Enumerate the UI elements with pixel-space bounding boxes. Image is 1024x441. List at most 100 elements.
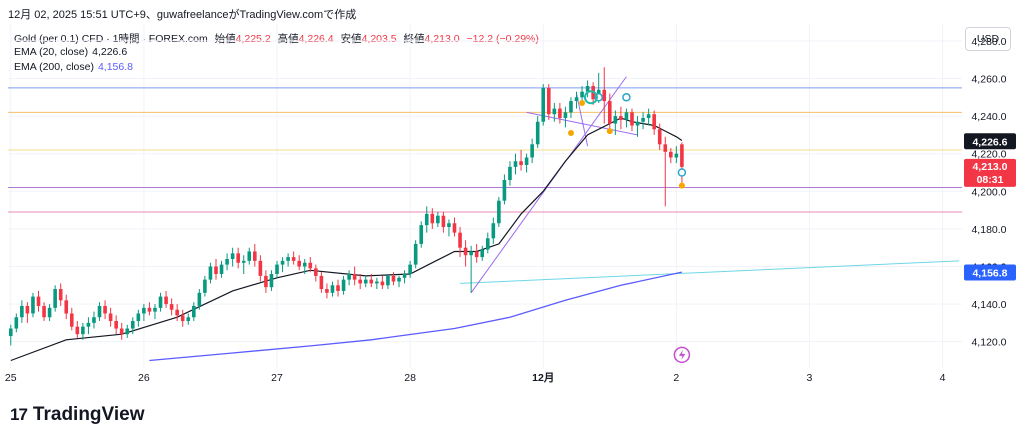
candle-body [247, 251, 252, 261]
candle-body [546, 87, 551, 115]
candle-body [258, 260, 263, 276]
ema200-value: 4,156.8 [97, 61, 133, 73]
candle [480, 245, 485, 261]
tradingview-logo-mark: 17 [10, 405, 28, 424]
candle [136, 309, 141, 327]
candle-body [25, 305, 30, 314]
x-axis-tick-label: 25 [5, 372, 17, 384]
candle-body [424, 213, 429, 226]
candle [53, 285, 57, 312]
candle [585, 80, 590, 98]
candle [119, 322, 124, 340]
candle [69, 307, 74, 331]
candle [458, 227, 462, 258]
tradingview-logo[interactable]: 17 TradingView [10, 404, 145, 426]
candle-body [8, 328, 13, 337]
candle-body [569, 101, 573, 113]
candle-body [635, 121, 640, 126]
candle [441, 211, 446, 233]
candle-body [613, 116, 618, 124]
candle [125, 324, 130, 338]
candle-body [230, 253, 235, 259]
change-value: −12.2 (−0.29%) [466, 33, 539, 45]
candle [424, 206, 429, 233]
y-axis-tick-label: 4,240.0 [971, 111, 1006, 123]
candle [264, 270, 268, 293]
candle [336, 279, 340, 297]
candle [375, 277, 379, 290]
marker-layer [567, 90, 691, 364]
high-label: 高値 [277, 33, 299, 45]
candle [463, 240, 468, 267]
candle [31, 292, 35, 318]
candle [452, 217, 457, 237]
candle-body [452, 223, 457, 233]
tradingview-logo-text: TradingView [32, 404, 145, 425]
candle-body [480, 249, 485, 258]
ema20-legend-row[interactable]: EMA (20, close) 4,226.6 [14, 46, 127, 58]
candle [147, 302, 152, 316]
candle [513, 153, 518, 175]
candle [219, 260, 224, 278]
candle [103, 300, 107, 320]
candle-body [153, 307, 157, 312]
candle [291, 251, 296, 265]
candle [413, 240, 418, 269]
candle-body [563, 112, 568, 118]
candle-body [114, 321, 118, 329]
currency-selector-button[interactable]: USD [965, 27, 1011, 51]
candle-body [652, 114, 656, 130]
candle-body [69, 313, 74, 327]
candle-body [430, 213, 435, 224]
symbol-legend-row[interactable]: Gold (per 0.1) CFD · 1時間 · FOREX.com 始値4… [14, 31, 539, 46]
close-price-badge [964, 158, 1016, 187]
candle-body [253, 251, 257, 261]
candle [114, 315, 118, 335]
candle-body [319, 275, 324, 290]
candle [380, 275, 385, 290]
candle-body [236, 253, 240, 263]
open-value: 4,225.2 [235, 33, 271, 45]
low-label: 安値 [340, 33, 362, 45]
symbol-name: Gold (per 0.1) CFD · 1時間 · FOREX.com [14, 33, 208, 45]
horizontal-level-layer [8, 87, 962, 213]
candle-body [75, 326, 80, 335]
candle-body [558, 108, 562, 118]
candle [369, 274, 374, 288]
candle [436, 211, 440, 228]
candle [419, 221, 424, 248]
candle [308, 257, 313, 273]
candle [502, 174, 507, 205]
economic-event-ring [673, 346, 691, 364]
ema200-legend-row[interactable]: EMA (200, close) 4,156.8 [14, 61, 133, 73]
candle-body [203, 279, 207, 293]
candle-body [535, 121, 540, 145]
candle-body [286, 257, 290, 261]
candle [230, 247, 235, 267]
y-axis-tick-label: 4,140.0 [971, 299, 1006, 311]
signal-dot-icon [567, 130, 574, 137]
candle [203, 275, 207, 297]
candle [86, 317, 91, 335]
candle-body [436, 215, 440, 224]
candle-body [391, 275, 396, 282]
candle [314, 264, 318, 282]
lightning-icon [678, 349, 686, 360]
earnings-marker-icon [583, 90, 598, 105]
candle [524, 153, 529, 173]
candle [535, 116, 540, 149]
candle-body [402, 274, 407, 278]
candle [97, 302, 102, 322]
candle-body [169, 304, 174, 310]
candle [92, 311, 96, 329]
candle [363, 275, 368, 288]
candle [497, 196, 501, 228]
bar-countdown-label: 08:31 [977, 174, 1004, 186]
candle-body [530, 144, 534, 158]
candle-body [130, 321, 135, 329]
candle [330, 281, 335, 297]
candle [269, 270, 274, 291]
x-axis-tick-label: 12月 [532, 372, 554, 384]
candle-body [491, 223, 496, 239]
